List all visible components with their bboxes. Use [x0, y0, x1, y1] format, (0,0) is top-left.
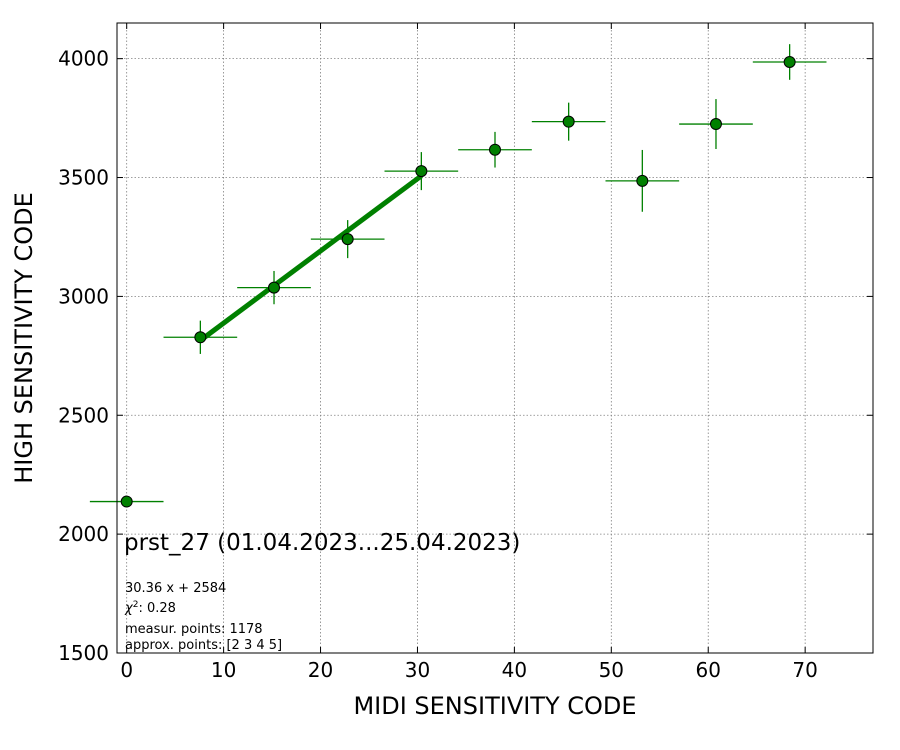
plot-frame — [116, 22, 874, 654]
data-point — [268, 281, 281, 294]
data-point — [636, 174, 649, 187]
fit-line — [198, 173, 423, 343]
chi2-superscript: 2 — [133, 600, 139, 610]
data-point — [489, 143, 501, 156]
x-tick-label: 60 — [696, 658, 721, 682]
y-tick-label: 2000 — [58, 522, 109, 546]
chi2-symbol: χ — [124, 601, 134, 616]
x-tick-label: 40 — [502, 658, 527, 682]
axis-ticks: 0 10 20 30 40 50 60 70 1500 2000 2500 3000 3500 4000 — [58, 23, 873, 682]
data-point — [341, 233, 354, 246]
grid — [117, 23, 873, 654]
y-tick-label: 3500 — [58, 166, 109, 190]
y-tick-label: 1500 — [58, 641, 109, 665]
data-point — [562, 115, 575, 128]
x-tick-label: 20 — [308, 658, 333, 682]
x-tick-label: 50 — [599, 658, 624, 682]
data-points-layer — [89, 44, 827, 508]
x-axis-label: MIDI SENSITIVITY CODE — [353, 692, 636, 720]
fit-line-layer — [198, 173, 423, 343]
fit-equation: 30.36 x + 2584 — [125, 581, 226, 596]
data-point — [120, 495, 133, 508]
x-tick-label: 70 — [792, 658, 817, 682]
y-tick-label: 4000 — [58, 47, 109, 71]
chi2-value: : 0.28 — [138, 601, 175, 616]
y-tick-label: 3000 — [58, 284, 109, 308]
data-point — [415, 165, 428, 178]
y-axis-label: HIGH SENSITIVITY CODE — [10, 192, 38, 484]
measur-points-label: measur. points: 1178 — [125, 622, 263, 637]
x-tick-label: 30 — [405, 658, 430, 682]
approx-points-label: approx. points: [2 3 4 5] — [125, 638, 282, 653]
x-tick-label: 0 — [120, 658, 133, 682]
y-tick-label: 2500 — [58, 403, 109, 427]
data-point — [783, 55, 796, 68]
period-label: prst_27 (01.04.2023...25.04.2023) — [124, 530, 520, 556]
x-tick-label: 10 — [211, 658, 236, 682]
data-point — [194, 331, 207, 344]
chi2-label: χ2: 0.28 — [124, 600, 176, 616]
data-point — [709, 118, 722, 131]
